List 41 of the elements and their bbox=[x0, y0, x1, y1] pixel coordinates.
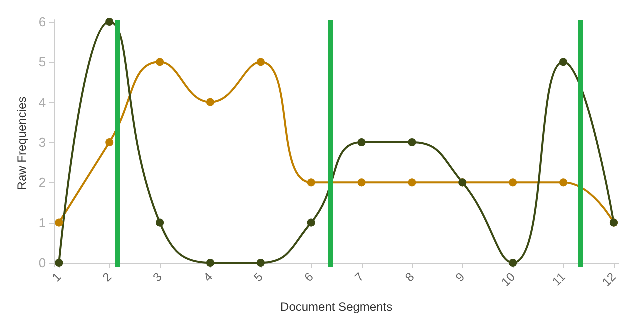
x-tick-label: 12 bbox=[600, 270, 620, 290]
point bbox=[307, 178, 316, 187]
point bbox=[307, 218, 316, 227]
point bbox=[256, 258, 265, 267]
point bbox=[156, 218, 164, 227]
point bbox=[358, 178, 366, 187]
x-tick-label: 6 bbox=[302, 270, 317, 285]
point bbox=[106, 138, 114, 146]
x-tick-label: 2 bbox=[100, 270, 115, 285]
point bbox=[560, 58, 568, 66]
x-tick-label: 9 bbox=[452, 270, 468, 285]
point bbox=[156, 58, 164, 66]
y-axis-title: Raw Frequencies bbox=[15, 96, 29, 190]
x-axis-title: Document Segments bbox=[280, 300, 393, 314]
point bbox=[509, 258, 518, 267]
point bbox=[55, 218, 64, 227]
y-tick-label: 0 bbox=[38, 255, 46, 270]
point bbox=[106, 18, 114, 26]
point bbox=[55, 258, 64, 267]
point bbox=[509, 178, 518, 187]
point bbox=[408, 178, 416, 187]
y-tick-label: 3 bbox=[38, 134, 46, 150]
x-tick-label: 11 bbox=[550, 270, 569, 289]
x-tick-label: 3 bbox=[150, 270, 166, 285]
x-tick-label: 10 bbox=[498, 270, 518, 290]
point bbox=[358, 138, 366, 146]
x-tick-label: 4 bbox=[200, 270, 216, 285]
y-tick-label: 1 bbox=[38, 215, 46, 230]
x-tick-label: 7 bbox=[352, 270, 367, 285]
x-tick-label: 1 bbox=[50, 270, 64, 285]
point bbox=[206, 98, 214, 106]
point bbox=[206, 258, 214, 267]
point bbox=[560, 178, 568, 187]
y-tick-label: 4 bbox=[38, 94, 46, 110]
y-tick-label: 6 bbox=[38, 14, 46, 30]
y-tick-label: 2 bbox=[38, 175, 46, 190]
point bbox=[256, 58, 265, 66]
x-tick-label: 8 bbox=[402, 270, 418, 285]
x-tick-label: 5 bbox=[251, 270, 266, 285]
y-tick-label: 5 bbox=[38, 54, 46, 70]
point bbox=[408, 138, 416, 146]
